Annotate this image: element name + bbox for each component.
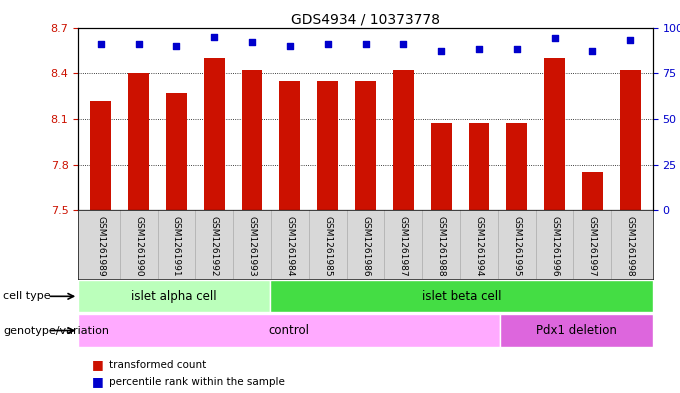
Point: [133, 41, 144, 47]
Point: [171, 42, 182, 49]
Text: GSM1261996: GSM1261996: [550, 216, 559, 276]
Text: ■: ■: [92, 375, 103, 389]
Text: GSM1261987: GSM1261987: [398, 216, 408, 276]
Point: [209, 33, 220, 40]
Text: GSM1261992: GSM1261992: [210, 216, 219, 276]
Text: islet beta cell: islet beta cell: [422, 290, 501, 303]
Bar: [166, 93, 187, 210]
Text: percentile rank within the sample: percentile rank within the sample: [109, 377, 285, 387]
Text: genotype/variation: genotype/variation: [3, 325, 109, 336]
Point: [398, 41, 409, 47]
Text: GSM1261986: GSM1261986: [361, 216, 370, 276]
Point: [625, 37, 636, 44]
Bar: [129, 73, 149, 210]
Text: GSM1261995: GSM1261995: [512, 216, 521, 276]
Bar: [507, 123, 527, 210]
Bar: [270, 280, 653, 312]
Point: [360, 41, 371, 47]
Point: [247, 39, 258, 45]
Text: islet alpha cell: islet alpha cell: [131, 290, 217, 303]
Text: control: control: [269, 324, 309, 337]
Bar: [78, 280, 270, 312]
Bar: [90, 101, 112, 210]
Text: GSM1261998: GSM1261998: [626, 216, 634, 276]
Title: GDS4934 / 10373778: GDS4934 / 10373778: [291, 12, 440, 26]
Bar: [582, 172, 602, 210]
Bar: [393, 70, 413, 210]
Text: cell type: cell type: [3, 291, 51, 301]
Text: Pdx1 deletion: Pdx1 deletion: [536, 324, 617, 337]
Bar: [544, 58, 565, 210]
Point: [95, 41, 106, 47]
Bar: [355, 81, 376, 210]
Text: GSM1261994: GSM1261994: [475, 216, 483, 276]
Text: GSM1261990: GSM1261990: [134, 216, 143, 276]
Bar: [204, 58, 224, 210]
Bar: [279, 81, 301, 210]
Bar: [430, 123, 452, 210]
Bar: [619, 70, 641, 210]
Text: GSM1261985: GSM1261985: [323, 216, 333, 276]
Point: [473, 46, 484, 53]
Point: [549, 35, 560, 42]
Text: GSM1261991: GSM1261991: [172, 216, 181, 276]
Text: GSM1261997: GSM1261997: [588, 216, 597, 276]
Text: GSM1261989: GSM1261989: [97, 216, 105, 276]
Bar: [318, 81, 338, 210]
Bar: [500, 314, 653, 347]
Point: [511, 46, 522, 53]
Bar: [78, 314, 500, 347]
Text: GSM1261988: GSM1261988: [437, 216, 445, 276]
Point: [436, 48, 447, 54]
Point: [284, 42, 295, 49]
Point: [587, 48, 598, 54]
Point: [322, 41, 333, 47]
Text: GSM1261993: GSM1261993: [248, 216, 256, 276]
Text: GSM1261984: GSM1261984: [286, 216, 294, 276]
Text: ■: ■: [92, 358, 103, 371]
Bar: [469, 123, 490, 210]
Text: transformed count: transformed count: [109, 360, 206, 370]
Bar: [241, 70, 262, 210]
